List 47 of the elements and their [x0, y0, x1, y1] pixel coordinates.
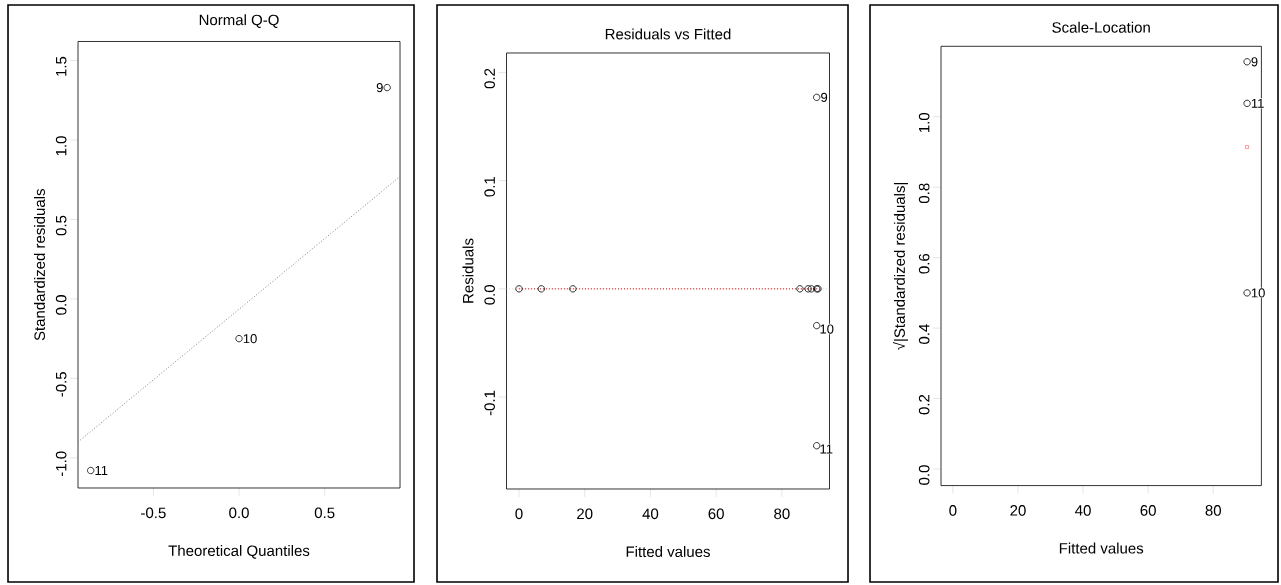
chart-title: Scale-Location	[1052, 21, 1150, 33]
x-tick-label: 0	[949, 505, 957, 516]
y-tick-label: 0.2	[918, 394, 930, 415]
chart-title: Residuals vs Fitted	[605, 28, 731, 40]
x-tick-label: 0.0	[229, 507, 249, 519]
y-tick-label: 0.8	[918, 183, 930, 204]
annotation: 11	[95, 466, 108, 475]
y-tick-label: -0.5	[55, 372, 67, 397]
chart-title: Normal Q-Q	[199, 14, 279, 28]
y-tick-label: 0.0	[484, 285, 495, 305]
x-tick-label: 40	[1075, 505, 1091, 516]
annotation: 9	[821, 92, 828, 102]
x-tick-label: 40	[642, 508, 659, 520]
y-tick-label: 0.1	[484, 176, 495, 197]
annotation: 10	[243, 334, 257, 344]
annotation: 11	[820, 444, 833, 454]
x-tick-label: 20	[577, 508, 593, 520]
x-tick-label: 0.5	[314, 507, 335, 519]
y-tick-label: 1.0	[55, 136, 67, 156]
y-tick-label: -1.0	[55, 451, 67, 477]
x-tick-label: 80	[774, 508, 790, 520]
annotation: 10	[1251, 288, 1265, 298]
y-tick-label: -0.1	[484, 390, 495, 416]
x-tick-label: 20	[1010, 505, 1026, 516]
y-axis-title: Standardized residuals	[33, 189, 45, 341]
x-tick-label: 80	[1205, 505, 1221, 516]
y-tick-label: 0.0	[55, 295, 67, 315]
y-tick-label: 0.0	[918, 465, 930, 485]
y-axis-title: √|Standardized residuals|	[892, 183, 908, 350]
x-axis-title: Fitted values	[626, 546, 710, 558]
y-axis-title: Residuals	[462, 238, 474, 303]
x-tick-label: -0.5	[141, 507, 166, 519]
annotation: 11	[1251, 98, 1264, 108]
y-tick-label: 1.0	[918, 112, 930, 133]
x-tick-label: 60	[1140, 505, 1156, 516]
y-tick-label: 0.5	[55, 215, 67, 236]
x-axis-title: Theoretical Quantiles	[168, 545, 310, 559]
y-tick-label: 0.6	[918, 253, 930, 274]
annotation: 10	[820, 324, 834, 334]
y-tick-label: 0.4	[918, 324, 930, 344]
annotation: 9	[1251, 57, 1258, 67]
x-tick-label: 0	[515, 508, 523, 520]
y-tick-label: 1.5	[56, 56, 67, 76]
annotation: 9	[376, 82, 383, 93]
y-tick-label: 0.2	[484, 68, 495, 89]
x-tick-label: 60	[708, 508, 724, 520]
x-axis-title: Fitted values	[1059, 542, 1144, 554]
